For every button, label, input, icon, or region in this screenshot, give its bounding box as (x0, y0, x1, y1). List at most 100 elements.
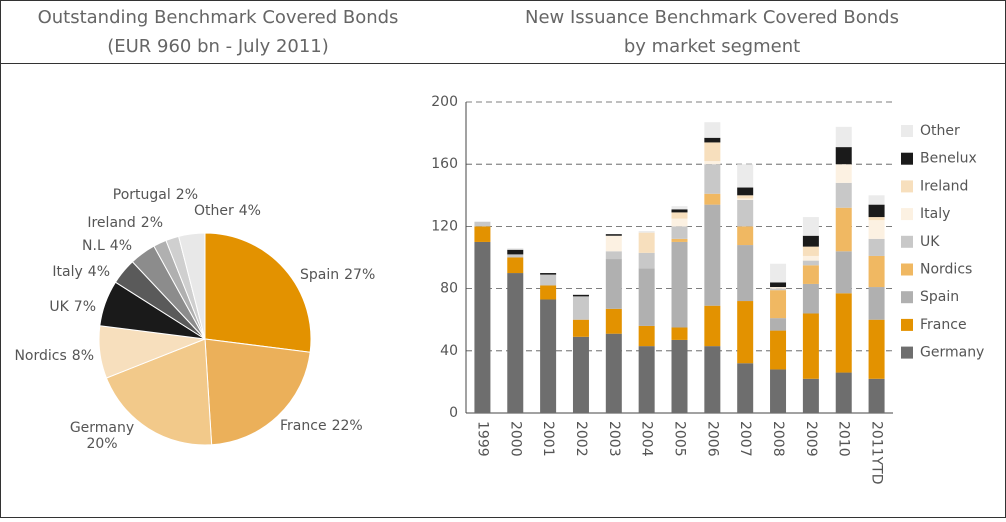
slice-name: Germany (70, 420, 134, 436)
bar-segment (507, 257, 524, 274)
x-tick-label: 2011YTD (869, 421, 885, 485)
bar-segment (638, 252, 655, 269)
bar-segment (671, 212, 688, 219)
slice-name: Portugal (113, 187, 171, 203)
bar-segment (638, 346, 655, 413)
bar-segment (802, 260, 819, 266)
bar-segment (704, 122, 721, 138)
bar-segment (704, 305, 721, 347)
bar-segment (605, 308, 622, 334)
x-tick-label: 2010 (836, 421, 852, 457)
legend-swatch (901, 208, 913, 221)
bar-segment (770, 282, 787, 288)
pie-slice (178, 232, 206, 340)
bar-segment (770, 369, 787, 413)
bar-segment (704, 346, 721, 413)
y-tick-label: 0 (449, 405, 458, 421)
bar-segment (835, 293, 852, 373)
slice-label: Other 4% (194, 203, 261, 219)
slice-value: 27% (344, 267, 375, 283)
pie-slice (105, 338, 213, 446)
bar-segment (671, 218, 688, 227)
bar-segment (802, 313, 819, 379)
bar-segment (638, 268, 655, 326)
bar-segment (704, 164, 721, 194)
legend-label: Spain (920, 289, 959, 305)
legend-label: Benelux (920, 151, 977, 167)
x-tick-label: 2005 (672, 421, 688, 457)
pie-slice (204, 232, 312, 353)
slice-name: Italy (52, 264, 82, 280)
bar-segment (507, 249, 524, 255)
slice-label: France 22% (280, 418, 363, 434)
bar-segment (572, 294, 589, 297)
bar-segment (605, 235, 622, 252)
bar-segment (835, 207, 852, 252)
slice-value: 2% (141, 215, 163, 231)
slice-value: 22% (332, 418, 363, 434)
bar-segment (540, 285, 557, 300)
bar-segment (770, 288, 787, 291)
slice-name: Other (194, 203, 234, 219)
bar-subtitle: by market segment (624, 36, 800, 57)
legend-label: Other (920, 123, 960, 139)
legend-swatch (901, 235, 913, 248)
x-tick-label: 2002 (573, 421, 589, 457)
x-tick-label: 2006 (704, 421, 720, 457)
bar-segment (868, 195, 885, 205)
bar-segment (868, 217, 885, 221)
y-tick-label: 160 (431, 156, 458, 172)
bar-segment (802, 265, 819, 284)
x-tick-label: 2007 (737, 421, 753, 457)
slice-name: Nordics (14, 348, 66, 364)
bar-segment (572, 296, 589, 320)
bar-segment (572, 319, 589, 337)
bar-segment (868, 238, 885, 256)
legend-swatch (901, 291, 913, 304)
bar-segment (638, 325, 655, 347)
bar-segment (540, 299, 557, 413)
bar-segment (540, 274, 557, 286)
bar-segment (737, 199, 754, 227)
bar-segment (638, 231, 655, 233)
legend-label: Italy (920, 206, 950, 222)
slice-name: France (280, 418, 327, 434)
x-tick-label: 2003 (606, 421, 622, 457)
bar-segment (474, 221, 491, 227)
bar-segment (704, 161, 721, 165)
bar-segment (737, 226, 754, 246)
slice-value: 20% (86, 436, 117, 452)
bar-segment (638, 232, 655, 253)
bar-segment (507, 273, 524, 413)
bar-segment (770, 330, 787, 370)
bar-segment (835, 126, 852, 148)
bar-segment (802, 255, 819, 261)
legend-swatch (901, 180, 913, 193)
bar-segment (835, 147, 852, 165)
bar-segment (770, 318, 787, 331)
slice-label: Germany 20% (70, 420, 134, 452)
slice-label: Spain 27% (300, 267, 375, 283)
bar-segment (474, 226, 491, 242)
slice-value: 2% (176, 187, 198, 203)
legend-label: Nordics (920, 262, 972, 278)
bar-segment (770, 290, 787, 319)
bar-segment (835, 182, 852, 208)
slice-value: 4% (110, 238, 132, 254)
slice-name: UK (49, 299, 69, 315)
y-tick-label: 40 (440, 343, 458, 359)
slice-name: Spain (300, 267, 339, 283)
slice-name: N.L (82, 238, 105, 254)
y-tick-label: 120 (431, 218, 458, 234)
slice-label: N.L 4% (82, 238, 132, 254)
bar-segment (868, 378, 885, 413)
bar-segment (671, 226, 688, 239)
y-tick-label: 80 (440, 281, 458, 297)
bar-segment (835, 164, 852, 183)
bar-segment (540, 273, 557, 275)
slice-label: Portugal 2% (113, 187, 198, 203)
bar-segment (737, 187, 754, 196)
bar-segment (835, 251, 852, 294)
legend-label: Ireland (920, 178, 968, 194)
bar-segment (605, 251, 622, 260)
